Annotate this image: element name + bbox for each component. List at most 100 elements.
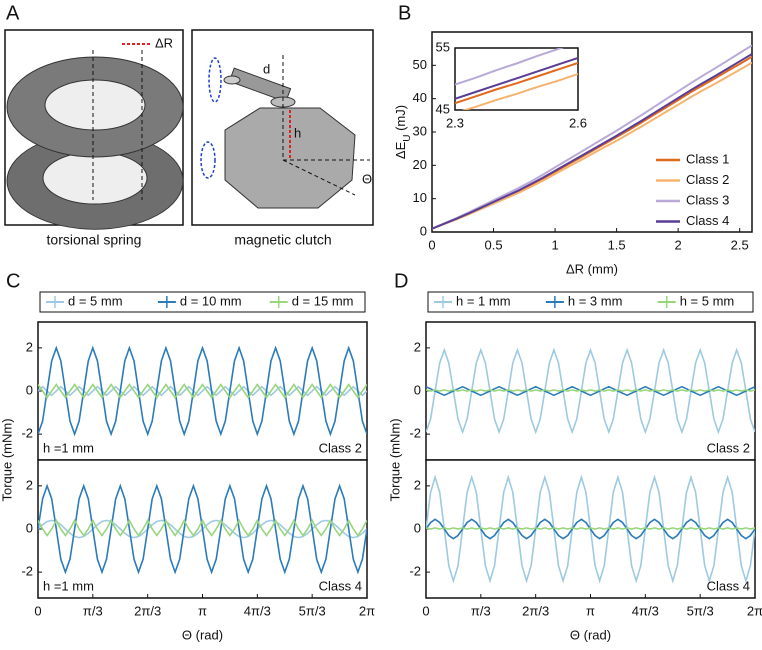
legend-frame — [39, 291, 366, 313]
y-axis-label: ΔEU (mJ) — [393, 105, 413, 159]
y-tick-label: 0 — [420, 223, 427, 238]
series-line — [426, 389, 755, 392]
x-tick-label: 0 — [34, 603, 41, 618]
x-tick-label: 2.3 — [446, 115, 464, 130]
y-tick-label: 40 — [413, 90, 427, 105]
x-tick-label: 1.5 — [608, 237, 626, 252]
x-tick-label: π/3 — [83, 603, 103, 618]
x-tick-label: 5π/3 — [687, 603, 714, 618]
magnetic-clutch-diagram: d h Θ — [191, 29, 374, 226]
annotation: h =1 mm — [43, 578, 94, 593]
annotation: h =1 mm — [43, 440, 94, 455]
y-tick-label: -2 — [21, 426, 33, 441]
legend-label: h = 5 mm — [680, 293, 735, 308]
plot-frame — [425, 321, 756, 461]
x-tick-label: 2π — [747, 603, 762, 618]
diagram-caption: magnetic clutch — [234, 232, 331, 248]
y-tick-label: 0 — [26, 520, 33, 535]
y-tick-label: 2 — [414, 339, 421, 354]
y-tick-label: 0 — [26, 382, 33, 397]
y-tick-label: 2 — [26, 477, 33, 492]
diagram-label: ΔR — [155, 35, 173, 50]
series-line — [432, 61, 752, 230]
y-tick-label: 2 — [414, 477, 421, 492]
series-line — [461, 73, 578, 110]
x-tick-label: 1 — [551, 237, 558, 252]
series-line — [432, 44, 752, 230]
y-axis-label: Torque (mNm) — [0, 418, 14, 501]
y-tick-label: -2 — [409, 426, 421, 441]
panel-label: A — [6, 2, 20, 24]
y-axis-label-part: ΔE — [393, 141, 408, 159]
panel-label: C — [6, 270, 20, 292]
x-tick-label: π — [586, 603, 595, 618]
annotation: Class 4 — [319, 578, 362, 593]
y-tick-label: 10 — [413, 190, 427, 205]
x-tick-label: 2π/3 — [134, 603, 161, 618]
annotation: Class 2 — [319, 440, 362, 455]
series-line — [38, 383, 367, 399]
legend-label: Class 2 — [686, 172, 729, 187]
panel-label: B — [398, 2, 411, 24]
series-line — [38, 385, 367, 397]
y-tick-label: 55 — [436, 39, 450, 54]
y-tick-label: 2 — [26, 339, 33, 354]
series-group — [432, 44, 752, 230]
x-tick-label: 2π/3 — [522, 603, 549, 618]
legend-label: d = 10 mm — [180, 293, 242, 308]
y-tick-label: 45 — [436, 101, 450, 116]
series-line — [38, 483, 367, 575]
annotation: Class 2 — [707, 440, 750, 455]
x-tick-label: π/3 — [471, 603, 491, 618]
legend-label: Class 1 — [686, 151, 729, 166]
series-group — [455, 48, 578, 110]
y-axis-label-part: (mJ) — [393, 105, 408, 135]
series-line — [455, 61, 578, 105]
series-line — [432, 53, 752, 230]
legend-label: d = 5 mm — [68, 293, 123, 308]
torsional-spring-diagram: ΔR — [4, 29, 184, 230]
series-line — [426, 527, 755, 530]
y-tick-label: 50 — [413, 57, 427, 72]
y-tick-label: 0 — [414, 382, 421, 397]
legend-frame — [427, 291, 754, 313]
panel-label: D — [394, 270, 408, 292]
x-tick-label: 2π — [359, 603, 375, 618]
diagram-caption: torsional spring — [47, 232, 142, 248]
legend-label: Class 4 — [686, 213, 729, 228]
series-line — [455, 48, 564, 86]
annotation: Class 4 — [707, 578, 750, 593]
x-tick-label: 2.6 — [569, 115, 587, 130]
y-axis-label: Torque (mNm) — [387, 418, 402, 501]
diagram-label: h — [294, 125, 301, 140]
x-tick-label: 5π/3 — [299, 603, 326, 618]
x-axis-label: ΔR (mm) — [566, 261, 618, 276]
series-group — [426, 347, 755, 435]
x-tick-label: π — [198, 603, 207, 618]
x-tick-label: 2.5 — [731, 237, 749, 252]
series-line — [426, 518, 755, 540]
diagram-label: d — [263, 61, 270, 76]
diagram-label: Θ — [362, 171, 372, 186]
x-tick-label: 0.5 — [484, 237, 502, 252]
legend-label: Class 3 — [686, 192, 729, 207]
x-axis-label: Θ (rad) — [182, 627, 223, 642]
legend-label: h = 1 mm — [456, 293, 511, 308]
x-axis-label: Θ (rad) — [570, 627, 611, 642]
x-tick-label: 0 — [422, 603, 429, 618]
series-group — [38, 483, 367, 575]
y-tick-label: -2 — [21, 564, 33, 579]
legend-label: h = 3 mm — [568, 293, 623, 308]
legend-label: d = 15 mm — [292, 293, 354, 308]
x-tick-label: 2 — [675, 237, 682, 252]
series-line — [426, 385, 755, 397]
series-line — [455, 56, 578, 100]
y-tick-label: 30 — [413, 123, 427, 138]
series-line — [426, 347, 755, 435]
x-tick-label: 0 — [428, 237, 435, 252]
y-tick-label: 20 — [413, 157, 427, 172]
series-group — [426, 474, 755, 584]
x-tick-label: 4π/3 — [632, 603, 659, 618]
series-line — [38, 518, 367, 537]
